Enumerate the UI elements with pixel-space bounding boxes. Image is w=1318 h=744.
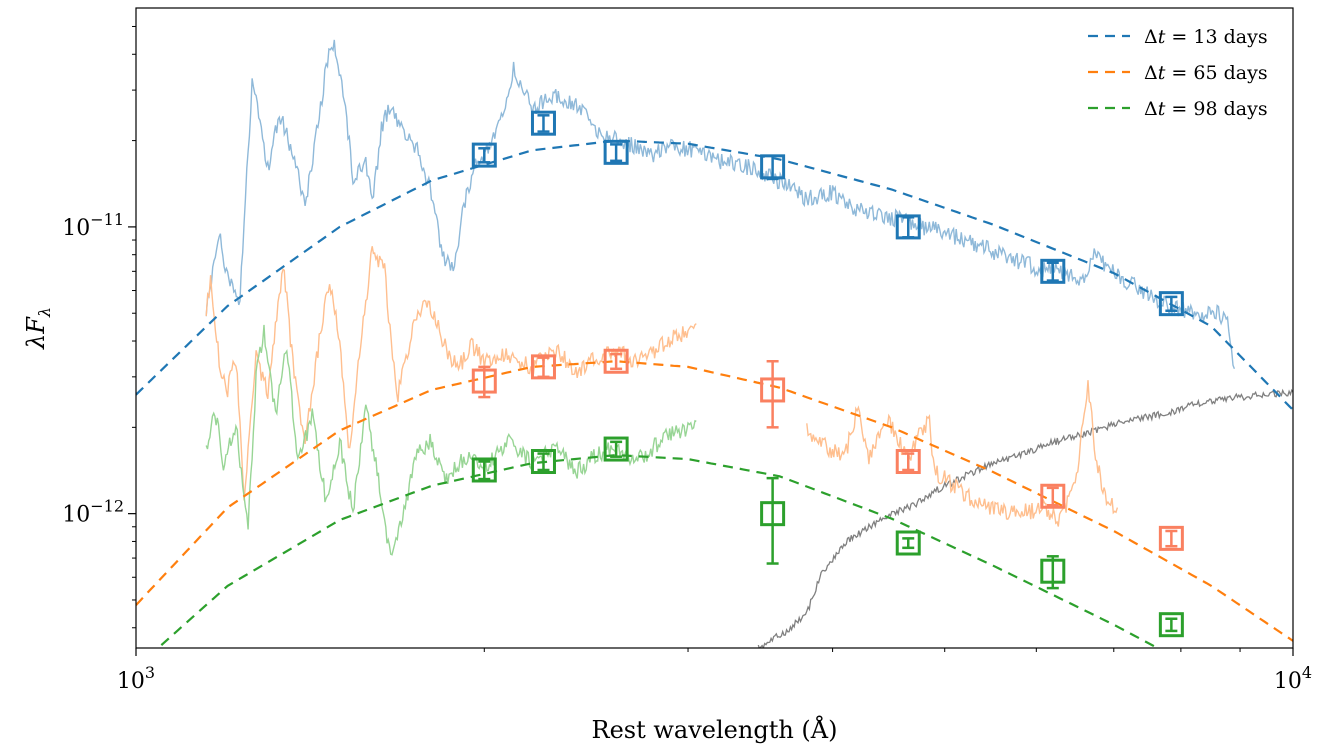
spectrum-2-segment-2 xyxy=(806,380,1119,527)
photometry-point-s1-7 xyxy=(1158,291,1184,317)
x-tick-label-2: 104 xyxy=(1274,663,1312,694)
square-marker xyxy=(603,139,629,165)
spectrum-3-segment-1 xyxy=(205,324,697,556)
photometry-point-s3-6 xyxy=(1040,555,1066,590)
plot-clip-group xyxy=(136,39,1293,648)
photometry-point-s2-6 xyxy=(1040,483,1066,509)
y-tick-label-2: 10−11 xyxy=(62,210,124,241)
square-marker xyxy=(1158,525,1184,551)
axis-ticks xyxy=(128,25,1294,656)
legend-label: Δt = 13 days xyxy=(1144,26,1268,48)
legend-label-var: t xyxy=(1158,26,1166,48)
legend-label: Δt = 65 days xyxy=(1144,62,1268,84)
y-tick-label-base: 10 xyxy=(62,503,90,528)
legend-label-prefix: Δ xyxy=(1144,98,1158,120)
legend-label-suffix: = 65 days xyxy=(1165,62,1267,84)
legend-label-var: t xyxy=(1158,62,1166,84)
x-tick-label-exponent: 4 xyxy=(1302,663,1312,682)
x-tick-label-base: 10 xyxy=(117,669,145,694)
square-marker xyxy=(603,348,629,374)
legend-entry-3: Δt = 98 days xyxy=(1088,98,1268,120)
square-marker xyxy=(760,154,786,180)
square-marker xyxy=(530,354,556,380)
y-tick-label-exponent: −11 xyxy=(90,210,124,229)
x-tick-label-base: 10 xyxy=(1274,669,1302,694)
y-tick-label-1: 10−12 xyxy=(62,497,124,528)
photometry-point-s2-5 xyxy=(895,449,921,475)
spectrum-1-segment-1 xyxy=(205,39,1236,370)
square-marker xyxy=(1040,258,1066,284)
spectrum-2-segment-1 xyxy=(205,246,697,501)
legend-entry-2: Δt = 65 days xyxy=(1088,62,1268,84)
square-marker xyxy=(530,449,556,475)
square-marker xyxy=(760,377,786,403)
template-spectrum xyxy=(757,388,1293,648)
model-curve-1 xyxy=(136,139,1293,411)
y-tick-label-base: 10 xyxy=(62,216,90,241)
photometry-point-s1-1 xyxy=(471,142,497,168)
square-marker xyxy=(471,457,497,483)
photometry-point-s2-1 xyxy=(471,365,497,399)
legend-label-prefix: Δ xyxy=(1144,26,1158,48)
square-marker xyxy=(760,501,786,527)
plot-area xyxy=(136,39,1293,648)
y-axis-label-main: λF xyxy=(22,316,50,350)
x-axis-label: Rest wavelength (Å) xyxy=(592,715,838,744)
photometry-point-s2-3 xyxy=(603,348,629,374)
y-tick-label-exponent: −12 xyxy=(90,497,124,516)
legend-entry-1: Δt = 13 days xyxy=(1088,26,1268,48)
photometry-point-s3-1 xyxy=(471,457,497,483)
photometry-point-s1-5 xyxy=(895,214,921,240)
legend-label-suffix: = 13 days xyxy=(1165,26,1267,48)
photometry-point-s1-6 xyxy=(1040,258,1066,284)
photometry-point-s1-3 xyxy=(603,139,629,165)
square-marker xyxy=(1040,558,1066,584)
photometry-point-s2-4 xyxy=(760,360,786,429)
square-marker xyxy=(1158,291,1184,317)
square-marker xyxy=(530,110,556,136)
model-curve-3 xyxy=(156,453,1160,648)
photometry-point-s1-2 xyxy=(530,110,556,136)
square-marker xyxy=(895,530,921,556)
photometry-point-s3-2 xyxy=(530,449,556,475)
square-marker xyxy=(895,449,921,475)
photometry-point-s1-4 xyxy=(760,154,786,181)
axes-frame xyxy=(135,7,1294,649)
photometry-point-s2-2 xyxy=(530,354,556,380)
square-marker xyxy=(895,214,921,240)
square-marker xyxy=(1158,612,1184,638)
y-axis-label: λFλ xyxy=(22,307,54,350)
square-marker xyxy=(471,142,497,168)
photometry-point-s3-7 xyxy=(1158,612,1184,638)
y-axis-label-subscript: λ xyxy=(35,307,54,318)
model-curve-2 xyxy=(136,360,1293,642)
photometry-point-s2-7 xyxy=(1158,525,1184,551)
legend-label-suffix: = 98 days xyxy=(1165,98,1267,120)
x-tick-label-1: 103 xyxy=(117,663,155,694)
square-marker xyxy=(1040,483,1066,509)
legend-label: Δt = 98 days xyxy=(1144,98,1268,120)
photometry-point-s3-4 xyxy=(760,476,786,565)
square-marker xyxy=(471,368,497,394)
photometry-point-s3-3 xyxy=(603,436,629,462)
legend-label-prefix: Δ xyxy=(1144,62,1158,84)
legend-label-var: t xyxy=(1158,98,1166,120)
photometry-point-s3-5 xyxy=(895,530,921,556)
x-tick-label-exponent: 3 xyxy=(145,663,155,682)
square-marker xyxy=(603,436,629,462)
